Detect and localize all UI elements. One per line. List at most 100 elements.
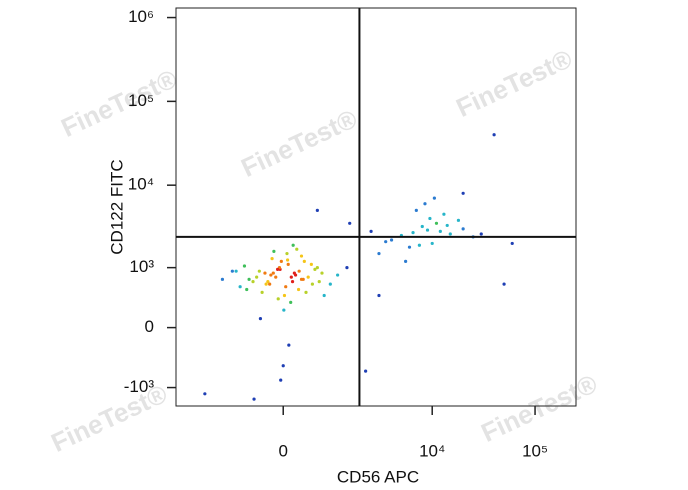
event-dot xyxy=(492,133,496,137)
event-dot xyxy=(274,275,278,279)
event-dot xyxy=(309,262,313,266)
event-dot xyxy=(296,287,301,292)
event-dot xyxy=(461,191,465,195)
event-dot xyxy=(203,392,207,396)
event-dot xyxy=(297,269,301,273)
event-dot xyxy=(348,221,352,225)
event-dot xyxy=(502,282,506,286)
watermark: FineTest® xyxy=(452,43,577,123)
event-dot xyxy=(260,290,264,294)
event-dot xyxy=(255,275,259,279)
x-tick-label: 10⁵ xyxy=(522,441,548,460)
event-dot xyxy=(289,275,293,279)
event-dot xyxy=(377,252,381,256)
watermark: FineTest® xyxy=(477,368,602,448)
event-dot xyxy=(289,300,293,304)
event-dot xyxy=(234,269,238,273)
event-dot xyxy=(258,316,263,321)
event-dot xyxy=(384,240,388,244)
event-dot xyxy=(304,290,308,294)
event-dot xyxy=(295,247,299,251)
event-dot xyxy=(428,216,432,221)
event-dot xyxy=(442,212,446,216)
event-dot xyxy=(301,277,305,281)
y-tick-label: 10³ xyxy=(129,257,154,276)
event-dot xyxy=(369,229,373,233)
event-dot xyxy=(407,245,412,249)
event-dot xyxy=(432,196,436,200)
event-dot xyxy=(282,293,287,298)
event-dot xyxy=(313,267,317,271)
x-tick-label: 0 xyxy=(278,441,287,460)
event-dot xyxy=(438,229,442,233)
event-dot xyxy=(404,259,408,264)
event-dot xyxy=(414,208,418,212)
event-dot xyxy=(238,285,242,289)
event-dot xyxy=(306,275,310,279)
event-dot xyxy=(420,224,424,229)
event-dot xyxy=(315,266,319,270)
event-dot xyxy=(290,280,295,284)
event-dot xyxy=(434,221,439,225)
event-dot xyxy=(302,259,306,264)
event-dot xyxy=(322,293,326,298)
event-dot xyxy=(266,280,270,284)
event-dot xyxy=(269,273,273,277)
event-dot xyxy=(281,364,285,368)
event-dot xyxy=(445,223,449,228)
event-dot xyxy=(479,232,483,236)
event-dot xyxy=(270,257,274,261)
event-dot xyxy=(247,277,251,281)
event-dot xyxy=(461,227,465,231)
y-tick-label: 0 xyxy=(145,317,154,336)
event-dot xyxy=(377,293,381,298)
event-dot xyxy=(291,243,295,247)
event-dot xyxy=(252,397,256,401)
event-dot xyxy=(417,243,421,247)
event-dot xyxy=(272,249,276,253)
event-dot xyxy=(510,241,514,246)
y-tick-label: -10³ xyxy=(124,377,155,396)
event-dot xyxy=(276,267,280,271)
event-dot xyxy=(271,271,275,275)
watermark: FineTest® xyxy=(237,103,362,183)
y-tick-label: 10⁶ xyxy=(128,7,154,26)
event-dot xyxy=(287,343,291,347)
event-dot xyxy=(257,269,261,273)
y-axis-title: CD122 FITC xyxy=(107,159,126,254)
event-dot xyxy=(364,369,368,373)
event-dot xyxy=(268,282,272,286)
event-dot xyxy=(251,280,255,284)
event-dot xyxy=(430,241,434,246)
x-tick-label: 10⁴ xyxy=(419,441,445,460)
event-dot xyxy=(282,308,286,312)
event-dot xyxy=(292,271,296,275)
event-dot xyxy=(336,273,340,277)
event-dot xyxy=(285,252,289,256)
event-dot xyxy=(389,238,394,242)
event-dot xyxy=(425,228,430,232)
event-dot xyxy=(286,262,290,266)
event-dot xyxy=(328,282,332,286)
event-dot xyxy=(456,218,461,222)
event-dot xyxy=(284,285,288,289)
y-tick-label: 10⁴ xyxy=(128,175,154,194)
event-dot xyxy=(242,264,247,268)
event-dot xyxy=(320,271,324,275)
plot-frame xyxy=(175,7,577,407)
event-dot xyxy=(345,266,349,270)
event-dot xyxy=(220,277,225,281)
event-dot xyxy=(315,208,319,212)
watermark: FineTest® xyxy=(57,63,182,143)
event-dot xyxy=(448,232,452,236)
event-dot xyxy=(263,271,267,275)
event-dot xyxy=(299,254,304,258)
event-dot xyxy=(279,378,283,382)
event-dot xyxy=(317,280,321,284)
event-dot xyxy=(276,297,280,301)
x-axis-title: CD56 APC xyxy=(337,467,419,486)
event-dot xyxy=(285,258,290,262)
y-tick-label: 10⁵ xyxy=(128,91,154,110)
